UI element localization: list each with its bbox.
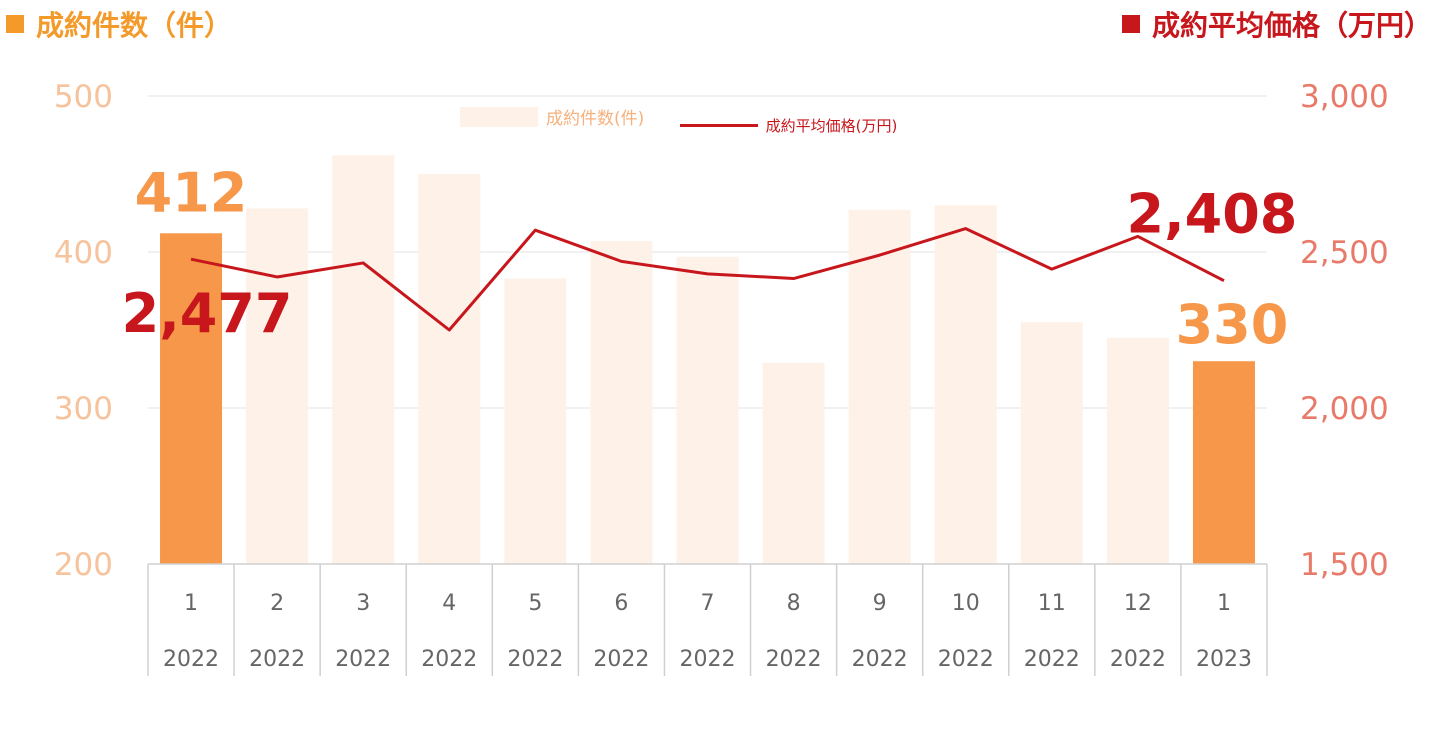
right-axis-tick: 2,000 [1300, 391, 1389, 427]
right-axis-tick: 1,500 [1300, 547, 1389, 583]
x-tick-month: 8 [787, 591, 801, 616]
bar [332, 155, 395, 564]
x-tick-month: 1 [1217, 591, 1231, 616]
bar [1106, 337, 1169, 564]
left-axis-tick: 500 [54, 79, 113, 115]
bar-label-last: 330 [1176, 293, 1289, 356]
x-tick-year: 2022 [680, 647, 736, 672]
legend-line-label: 成約平均価格(万円) [765, 116, 898, 135]
x-tick-month: 6 [614, 591, 628, 616]
price-line [190, 227, 1225, 332]
left-axis-tick: 400 [54, 235, 113, 271]
red-square-icon [1121, 15, 1140, 33]
right-axis-tick: 3,000 [1300, 79, 1389, 115]
x-tick-month: 7 [701, 591, 715, 616]
bar [676, 256, 739, 564]
line-label-first: 2,477 [122, 282, 293, 345]
bar [160, 233, 223, 564]
x-tick-month: 5 [528, 591, 542, 616]
left-axis-title: 成約件数（件） [6, 4, 232, 44]
left-axis-tick: 200 [54, 547, 113, 583]
bar [848, 209, 911, 564]
right-axis-title: 成約平均価格（万円） [1121, 4, 1432, 44]
bar [246, 208, 309, 564]
x-tick-month: 9 [873, 591, 887, 616]
bar [504, 278, 567, 564]
x-tick-month: 4 [442, 591, 456, 616]
bar-label-first: 412 [135, 161, 248, 224]
x-tick-year: 2022 [1110, 647, 1166, 672]
x-tick-month: 3 [356, 591, 370, 616]
left-axis-tick: 300 [54, 391, 113, 427]
left-axis-title-text: 成約件数（件） [36, 9, 233, 42]
x-tick-year: 2022 [335, 647, 391, 672]
legend-bar-swatch [460, 106, 538, 127]
x-tick-month: 2 [270, 591, 284, 616]
x-tick-year: 2022 [593, 647, 649, 672]
x-tick-month: 11 [1038, 591, 1066, 616]
bar [590, 241, 653, 564]
bar [762, 362, 825, 564]
x-tick-year: 2022 [766, 647, 822, 672]
legend-item-bar: 成約件数(件) [460, 104, 644, 129]
x-tick-year: 2022 [249, 647, 305, 672]
legend-bar-label: 成約件数(件) [546, 109, 645, 129]
legend-item-line: 成約平均価格(万円) [679, 115, 898, 136]
x-tick-year: 2022 [938, 647, 994, 672]
x-tick-year: 2022 [163, 647, 219, 672]
orange-square-icon [6, 15, 24, 33]
chart-legend: 成約件数(件) 成約平均価格(万円) [460, 104, 927, 136]
line-label-last: 2,408 [1127, 183, 1298, 246]
legend-line-swatch [679, 123, 758, 127]
x-tick-year: 2022 [507, 647, 563, 672]
x-tick-month: 12 [1124, 591, 1152, 616]
x-tick-year: 2023 [1196, 647, 1252, 672]
x-tick-year: 2022 [852, 647, 908, 672]
bar [1192, 361, 1255, 564]
x-tick-year: 2022 [421, 647, 477, 672]
bar [418, 174, 481, 564]
right-axis-title-text: 成約平均価格（万円） [1151, 9, 1432, 42]
x-tick-year: 2022 [1024, 647, 1080, 672]
bar [934, 205, 997, 564]
x-tick-month: 10 [952, 591, 980, 616]
x-tick-month: 1 [184, 591, 198, 616]
right-axis-tick: 2,500 [1300, 235, 1389, 271]
bar [1020, 322, 1083, 564]
